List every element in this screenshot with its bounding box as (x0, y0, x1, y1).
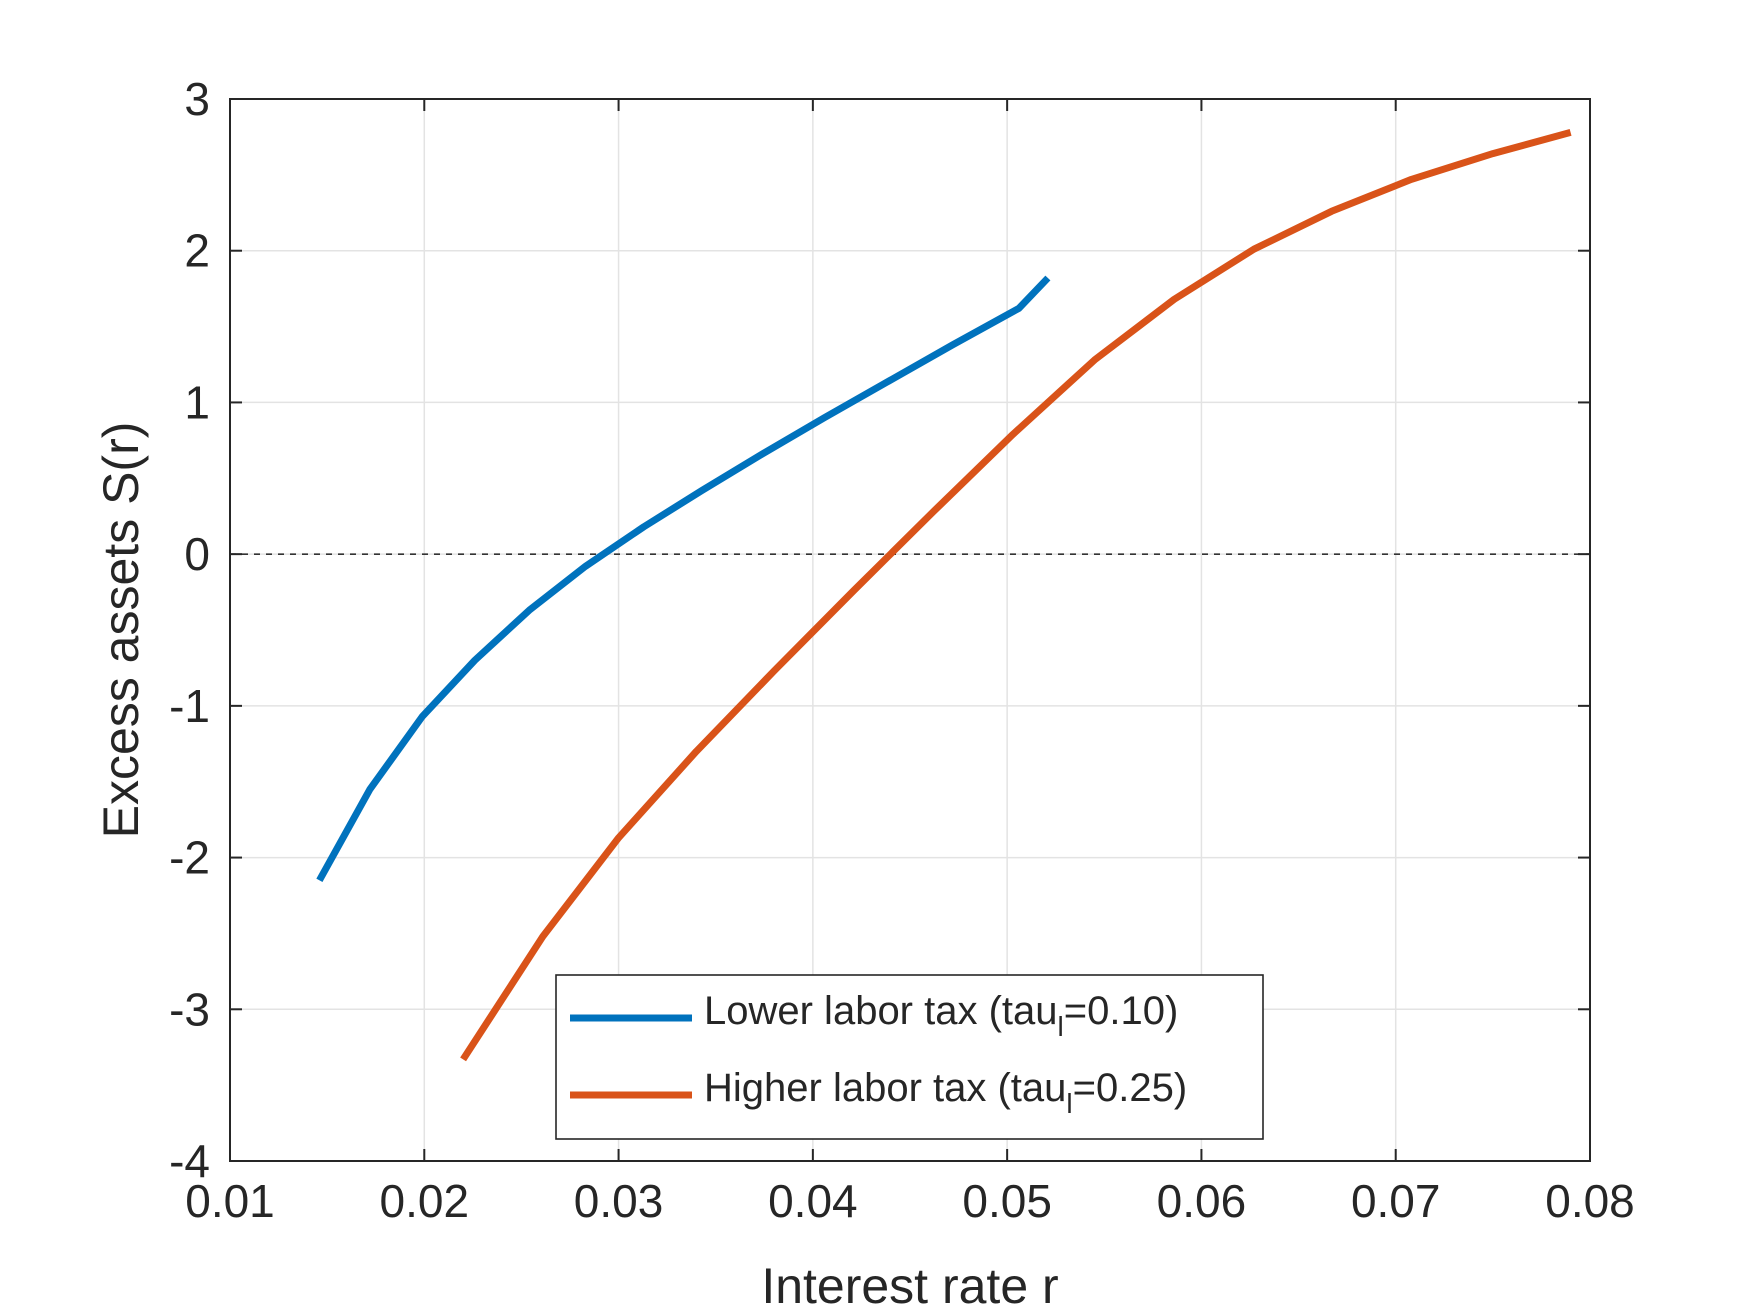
plot-frame (229, 98, 1591, 1162)
x-tick-label: 0.04 (768, 1175, 858, 1227)
x-tick-label: 0.05 (962, 1175, 1052, 1227)
x-tick-label: 0.06 (1157, 1175, 1247, 1227)
y-tick-label: -1 (169, 680, 210, 732)
x-tick-label: 0.03 (574, 1175, 664, 1227)
legend-label-higher-tax: Higher labor tax (taul=0.25) (704, 1066, 1187, 1119)
y-tick-label: 1 (184, 376, 210, 428)
y-tick-labels: -4 -3 -2 -1 0 1 2 3 (169, 73, 210, 1187)
y-tick-label: 2 (184, 225, 210, 277)
x-axis-label: Interest rate r (761, 1258, 1058, 1313)
series-line-1 (460, 129, 1572, 1062)
y-tick-label: 0 (184, 528, 210, 580)
legend-box (555, 974, 1264, 1140)
y-tick-label: -3 (169, 983, 210, 1035)
x-tick-labels: 0.01 0.02 0.03 0.04 0.05 0.06 0.07 0.08 (185, 1175, 1635, 1227)
series-lines (316, 129, 1572, 1062)
x-tick-label: 0.01 (185, 1175, 275, 1227)
y-axis-label: Excess assets S(r) (93, 422, 149, 839)
x-tick-label: 0.02 (380, 1175, 470, 1227)
series-line-0 (316, 275, 1051, 882)
x-tick-label: 0.07 (1351, 1175, 1441, 1227)
y-tick-label: -4 (169, 1135, 210, 1187)
legend-label-lower-tax: Lower labor tax (taul=0.10) (704, 989, 1178, 1042)
legend: Lower labor tax (taul=0.10) Higher labor… (555, 974, 1264, 1140)
y-tick-label: -2 (169, 832, 210, 884)
x-tick-label: 0.08 (1545, 1175, 1635, 1227)
y-tick-label: 3 (184, 73, 210, 125)
axis-ticks (229, 98, 1591, 1162)
